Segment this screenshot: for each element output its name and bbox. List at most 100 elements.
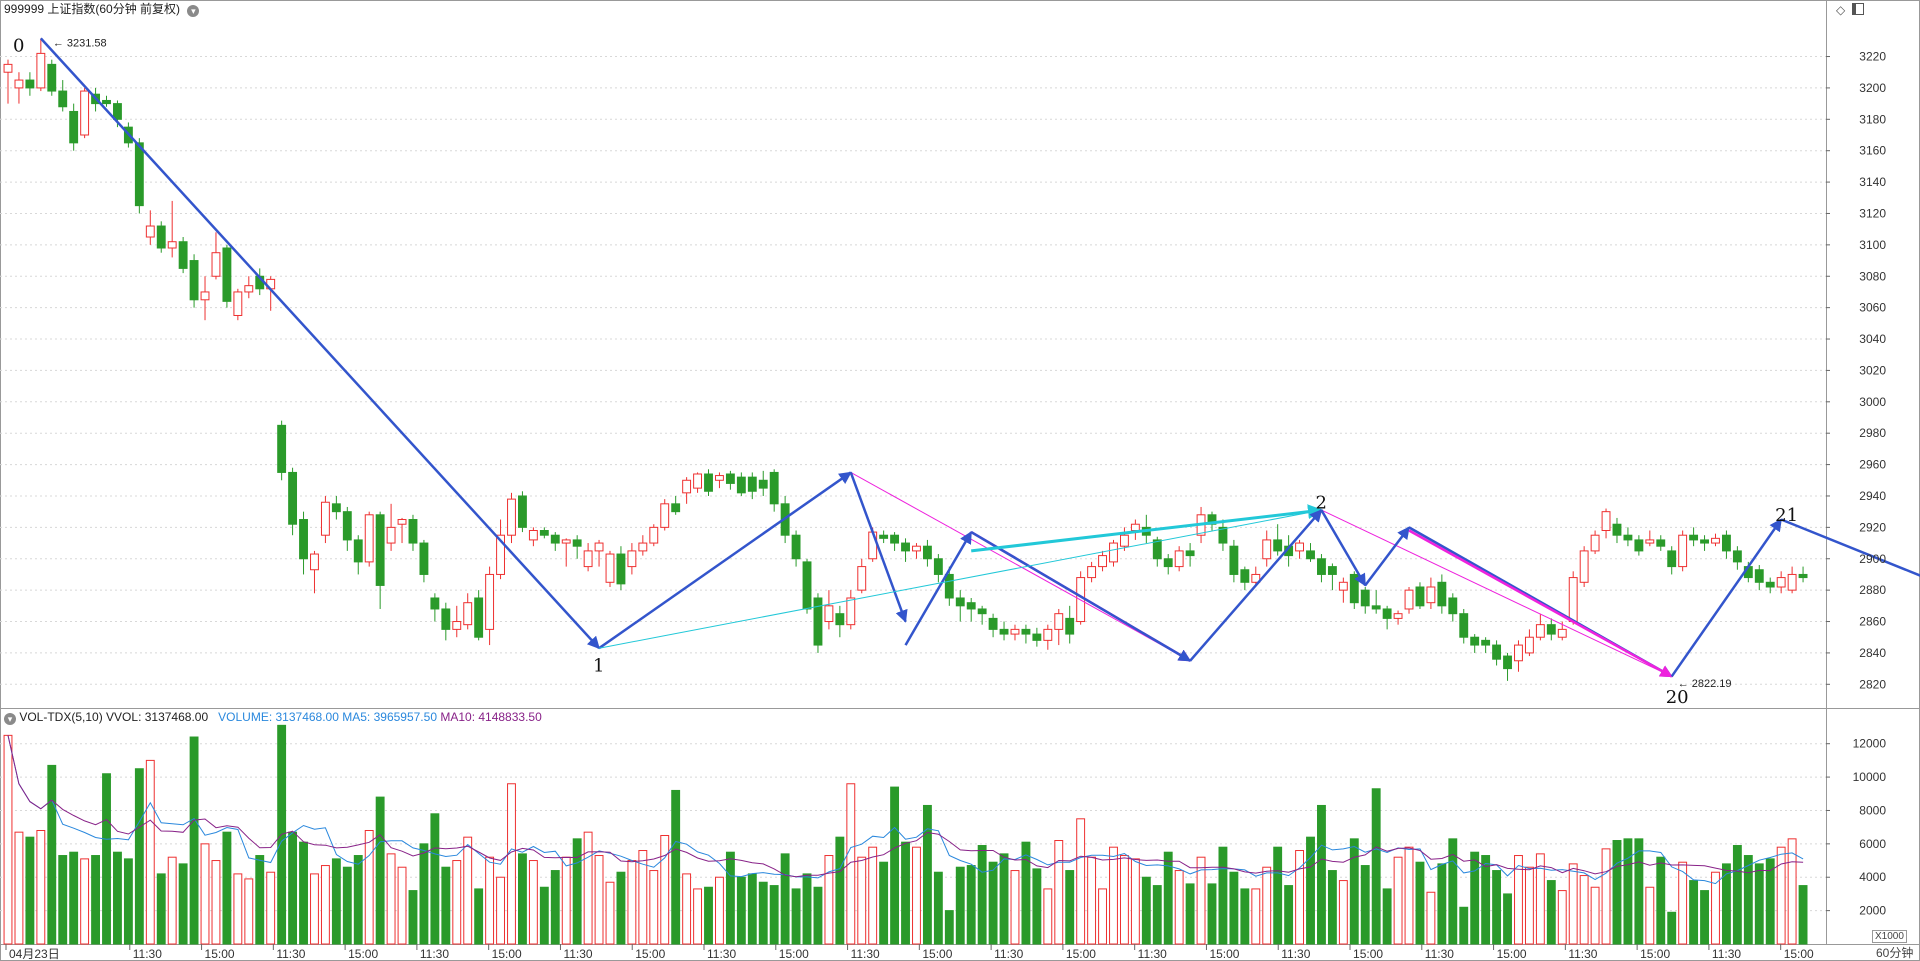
volume-bar	[1557, 890, 1567, 945]
candle-body	[539, 530, 549, 536]
candle-body	[1470, 636, 1480, 646]
volume-bar	[430, 813, 440, 945]
volume-bar	[1119, 855, 1129, 945]
candle-body	[211, 252, 221, 277]
volume-bar	[901, 841, 910, 945]
volume-bar	[627, 860, 637, 945]
candle-body	[1240, 569, 1250, 583]
wave-label: 20	[1666, 687, 1689, 708]
x-tick-label: 15:00	[779, 947, 809, 961]
volume-bar	[1470, 851, 1480, 945]
volume-bar	[80, 858, 90, 945]
volume-bar	[1492, 870, 1502, 945]
volume-bar	[1656, 856, 1666, 945]
volume-bar	[638, 850, 648, 945]
candle-body	[835, 613, 845, 626]
candle-body	[1152, 539, 1162, 560]
x-tick-label: 11:30	[851, 947, 880, 961]
candle-body	[1010, 628, 1020, 635]
volume-bar	[780, 853, 790, 945]
candle-body	[605, 553, 615, 583]
wave-segment	[1320, 509, 1367, 587]
volume-bar	[1021, 841, 1031, 945]
volume-bar	[1010, 870, 1020, 945]
volume-bar	[1546, 880, 1556, 945]
wave-segment	[971, 504, 1323, 553]
wave-segment	[598, 471, 852, 650]
volume-bar	[1284, 885, 1294, 945]
volume-bar	[1415, 861, 1425, 945]
candle-body	[1065, 617, 1075, 635]
chart-title-text: 999999 上证指数(60分钟 前复权)	[4, 2, 181, 16]
candle-body	[1514, 644, 1523, 662]
period-label[interactable]: 60分钟	[1876, 946, 1914, 960]
candle-body	[671, 503, 681, 513]
candle-body	[1087, 566, 1097, 579]
x-tick-label: 15:00	[348, 947, 378, 961]
chevron-down-icon[interactable]: ▾	[4, 713, 16, 725]
panel-toggle-icon[interactable]	[1851, 3, 1864, 15]
volume-bar	[846, 783, 856, 945]
price-tick-label: 3160	[1859, 144, 1886, 158]
volume-bar	[802, 873, 812, 945]
chevron-down-icon[interactable]: ▾	[187, 5, 200, 17]
candle-body	[1163, 558, 1173, 568]
volume-bar	[791, 888, 801, 945]
price-tick-label: 3100	[1859, 238, 1886, 252]
x-axis: 04月23日 11:30 15:00 11:30 15:00 11:30 15:00 11:3…	[5, 944, 1814, 961]
price-tick-label: 2880	[1859, 583, 1886, 597]
candle-body	[1054, 613, 1064, 630]
candle-body	[1043, 628, 1053, 641]
volume-bar	[605, 881, 615, 945]
candle-body	[1317, 558, 1326, 575]
candle-body	[320, 501, 330, 536]
wave-label: 21	[1775, 505, 1798, 526]
candle-body	[1459, 613, 1469, 638]
x-tick-label: 15:00	[492, 947, 522, 961]
volume-bar	[616, 871, 626, 945]
candle-body	[1765, 581, 1775, 588]
price-tick-label: 3140	[1859, 175, 1886, 189]
wave-segment	[1780, 518, 1920, 577]
volume-bar	[649, 870, 659, 945]
candle-body	[496, 534, 505, 575]
candle-body	[704, 473, 713, 492]
candle-body	[14, 79, 24, 89]
volume-bar	[1251, 888, 1261, 945]
volume-bar	[1207, 883, 1217, 945]
candle-body	[813, 597, 823, 646]
volume-bar	[1700, 890, 1709, 945]
volume-bar	[1109, 846, 1118, 945]
diamond-icon[interactable]: ◇	[1836, 3, 1846, 17]
volume-bar	[342, 866, 352, 945]
volume-bar	[539, 886, 549, 945]
volume-tick-label: 2000	[1859, 904, 1886, 918]
price-tick-label: 2900	[1859, 552, 1886, 566]
candle-body	[583, 550, 593, 568]
volume-bar	[386, 853, 396, 945]
candle-body	[977, 608, 987, 615]
volume-bar	[474, 888, 484, 945]
volume-bar	[1689, 880, 1699, 945]
volume-bar	[1645, 886, 1655, 945]
volume-bar	[441, 866, 451, 945]
volume-bar	[134, 768, 144, 945]
volume-bar	[1087, 856, 1097, 945]
vol-ma5: MA5: 3965957.50	[342, 710, 437, 724]
candle-body	[758, 479, 768, 489]
candle-body	[1689, 534, 1699, 541]
candle-body	[846, 597, 856, 626]
candle-body	[1798, 573, 1808, 579]
volume-bar	[955, 866, 965, 945]
x-tick-label: 11:30	[563, 947, 592, 961]
candle-body	[572, 539, 582, 547]
volume-bar	[736, 876, 746, 945]
volume-bar	[1185, 883, 1195, 945]
volume-bar	[1732, 845, 1742, 945]
candle-body	[660, 503, 670, 528]
volume-bar	[1711, 871, 1720, 945]
wave-label: 2	[1315, 492, 1326, 513]
volume-bar	[1065, 870, 1075, 945]
volume-bar	[25, 836, 35, 945]
